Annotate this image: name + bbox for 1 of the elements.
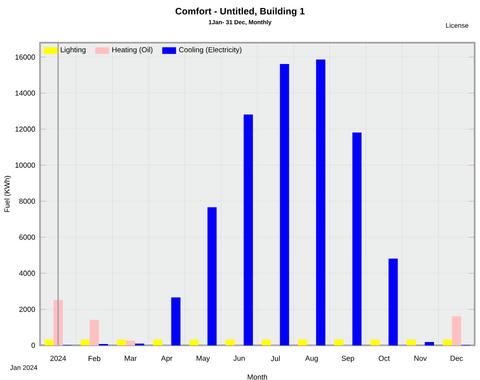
chart-title: Comfort - Untitled, Building 1 — [176, 8, 305, 16]
